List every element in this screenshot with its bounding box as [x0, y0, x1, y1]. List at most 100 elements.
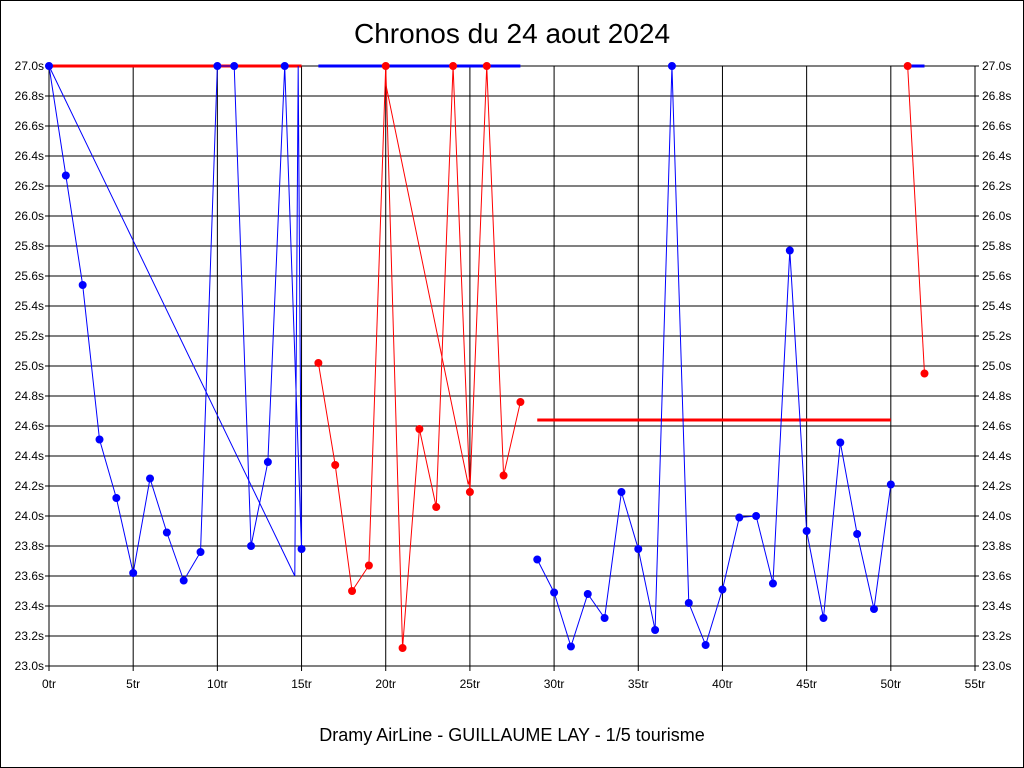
data-point	[364, 561, 373, 570]
data-point	[768, 579, 777, 588]
y-tick-label: 24.8s	[15, 389, 44, 403]
y-tick-label: 24.8s	[982, 389, 1011, 403]
data-point	[263, 458, 272, 466]
data-point	[617, 488, 626, 496]
y-tick-label: 26.2s	[982, 179, 1011, 193]
chart-title: Chronos du 24 aout 2024	[354, 18, 670, 49]
data-point	[566, 642, 575, 651]
y-tick-label: 27.0s	[982, 59, 1011, 73]
data-point	[701, 641, 710, 649]
data-point	[735, 513, 744, 522]
y-tick-label: 25.8s	[982, 239, 1011, 253]
series-group	[45, 62, 929, 652]
data-point	[516, 398, 525, 406]
y-tick-label: 26.0s	[982, 209, 1011, 223]
data-point	[819, 614, 828, 622]
y-tick-label: 24.0s	[15, 509, 44, 523]
y-axis-left: 23.0s 23.2s 23.4s 23.6s 23.8s 24.0s 24.2s 24.4s…	[15, 59, 49, 673]
data-point	[213, 62, 222, 70]
y-tick-label: 25.0s	[15, 359, 44, 373]
y-axis-right: 23.0s 23.2s 23.4s 23.6s 23.8s 24.0s 24.2s 24.4s…	[975, 59, 1011, 673]
data-point	[112, 494, 121, 502]
data-point	[853, 530, 862, 538]
y-tick-label: 23.8s	[982, 539, 1011, 553]
y-tick-label: 24.4s	[982, 449, 1011, 463]
data-point	[836, 438, 845, 447]
x-axis: 0tr 5tr 10tr 15tr 20tr 25tr 30tr 35tr 40tr 45tr 50…	[42, 666, 985, 691]
x-tick-label: 45tr	[796, 677, 817, 691]
y-tick-label: 23.4s	[982, 599, 1011, 613]
data-point	[280, 62, 289, 70]
data-point	[45, 62, 53, 70]
data-point	[869, 605, 878, 613]
y-tick-label: 26.8s	[982, 89, 1011, 103]
data-point	[432, 503, 441, 511]
data-point	[651, 626, 660, 634]
x-tick-label: 15tr	[291, 677, 312, 691]
y-tick-label: 24.4s	[15, 449, 44, 463]
data-point	[886, 480, 895, 489]
data-point	[465, 488, 474, 496]
data-point	[381, 62, 390, 70]
chart-footer: Dramy AirLine - GUILLAUME LAY - 1/5 tour…	[319, 725, 704, 745]
x-tick-label: 40tr	[712, 677, 733, 691]
x-tick-label: 10tr	[207, 677, 228, 691]
y-tick-label: 24.6s	[15, 419, 44, 433]
data-point	[785, 246, 794, 255]
y-tick-label: 23.6s	[982, 569, 1011, 583]
series-line	[536, 65, 892, 649]
y-tick-label: 26.2s	[15, 179, 44, 193]
x-tick-label: 50tr	[880, 677, 901, 691]
data-point	[146, 474, 155, 483]
x-tick-label: 20tr	[375, 677, 396, 691]
data-point	[179, 576, 188, 585]
y-tick-label: 24.2s	[982, 479, 1011, 493]
x-tick-label: 30tr	[544, 677, 565, 691]
y-tick-label: 23.0s	[982, 659, 1011, 673]
y-tick-label: 26.0s	[15, 209, 44, 223]
y-tick-label: 23.6s	[15, 569, 44, 583]
data-point	[499, 471, 508, 480]
y-tick-label: 26.6s	[982, 119, 1011, 133]
data-point	[667, 62, 676, 70]
data-point	[196, 548, 205, 556]
grid-lines	[48, 65, 976, 667]
data-point	[718, 585, 727, 594]
data-point	[449, 62, 458, 70]
x-tick-label: 0tr	[42, 677, 56, 691]
x-tick-label: 5tr	[126, 677, 140, 691]
y-tick-label: 23.8s	[15, 539, 44, 553]
data-point	[348, 587, 357, 595]
data-point	[398, 644, 407, 652]
data-point	[162, 528, 171, 537]
y-tick-label: 26.6s	[15, 119, 44, 133]
series-line	[48, 65, 303, 577]
y-tick-label: 25.6s	[15, 269, 44, 283]
y-tick-label: 24.2s	[15, 479, 44, 493]
data-point	[297, 545, 306, 553]
y-tick-label: 23.2s	[15, 629, 44, 643]
data-point	[331, 461, 340, 469]
y-tick-label: 26.4s	[15, 149, 44, 163]
y-tick-label: 23.2s	[982, 629, 1011, 643]
data-point	[314, 359, 323, 367]
x-tick-label: 35tr	[628, 677, 649, 691]
data-point	[802, 527, 811, 535]
y-tick-label: 27.0s	[15, 59, 44, 73]
y-tick-label: 24.6s	[982, 419, 1011, 433]
data-point	[230, 62, 239, 70]
y-tick-label: 25.4s	[982, 299, 1011, 313]
series-line	[907, 65, 925, 374]
data-point	[550, 588, 559, 597]
y-tick-label: 25.6s	[982, 269, 1011, 283]
y-tick-label: 25.2s	[982, 329, 1011, 343]
data-point	[600, 614, 609, 622]
data-point	[920, 369, 929, 378]
data-point	[903, 62, 912, 70]
series-line	[48, 65, 303, 582]
data-point	[533, 555, 542, 564]
data-point	[752, 512, 761, 520]
data-point	[482, 62, 491, 70]
y-tick-label: 24.0s	[982, 509, 1011, 523]
